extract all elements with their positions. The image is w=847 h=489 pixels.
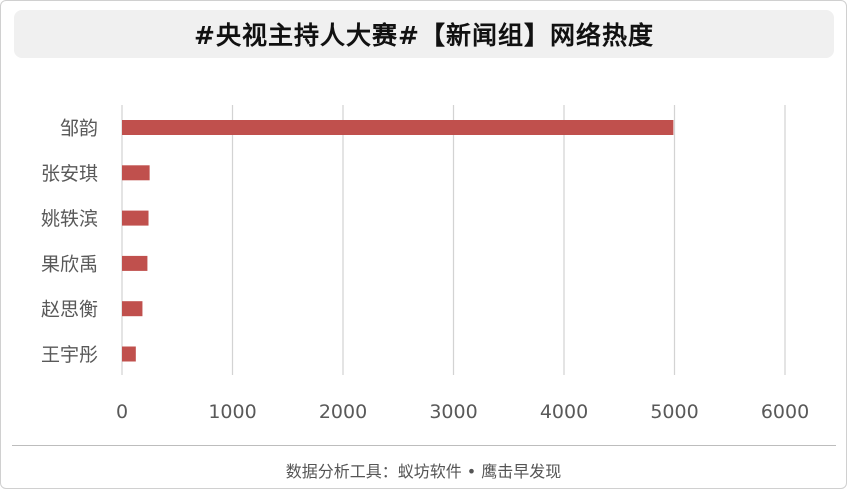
footer-credit: 数据分析工具：蚁坊软件 • 鹰击早发现 (285, 462, 562, 481)
y-category-label: 邹韵 (60, 118, 98, 140)
y-category-label: 赵思衡 (41, 299, 98, 321)
footer-divider (12, 445, 836, 446)
y-category-label: 王宇彤 (41, 344, 98, 366)
bar (122, 346, 136, 362)
y-category-label: 果欣禹 (41, 253, 98, 275)
bar (122, 120, 674, 135)
x-tick-label: 3000 (429, 401, 477, 423)
title-bar: #央视主持人大赛#【新闻组】网络热度 (14, 10, 834, 58)
bar (122, 301, 143, 317)
x-tick-label: 5000 (650, 401, 698, 423)
bar (122, 255, 148, 271)
bar (122, 210, 149, 226)
y-category-label: 姚轶滨 (41, 208, 98, 230)
x-tick-label: 4000 (540, 401, 588, 423)
bar (122, 165, 150, 181)
chart-title: #央视主持人大赛#【新闻组】网络热度 (194, 21, 654, 50)
x-tick-label: 1000 (208, 401, 256, 423)
y-category-label: 张安琪 (41, 163, 98, 185)
x-tick-label: 0 (116, 401, 128, 423)
x-tick-label: 2000 (319, 401, 367, 423)
x-tick-label: 6000 (761, 401, 809, 423)
